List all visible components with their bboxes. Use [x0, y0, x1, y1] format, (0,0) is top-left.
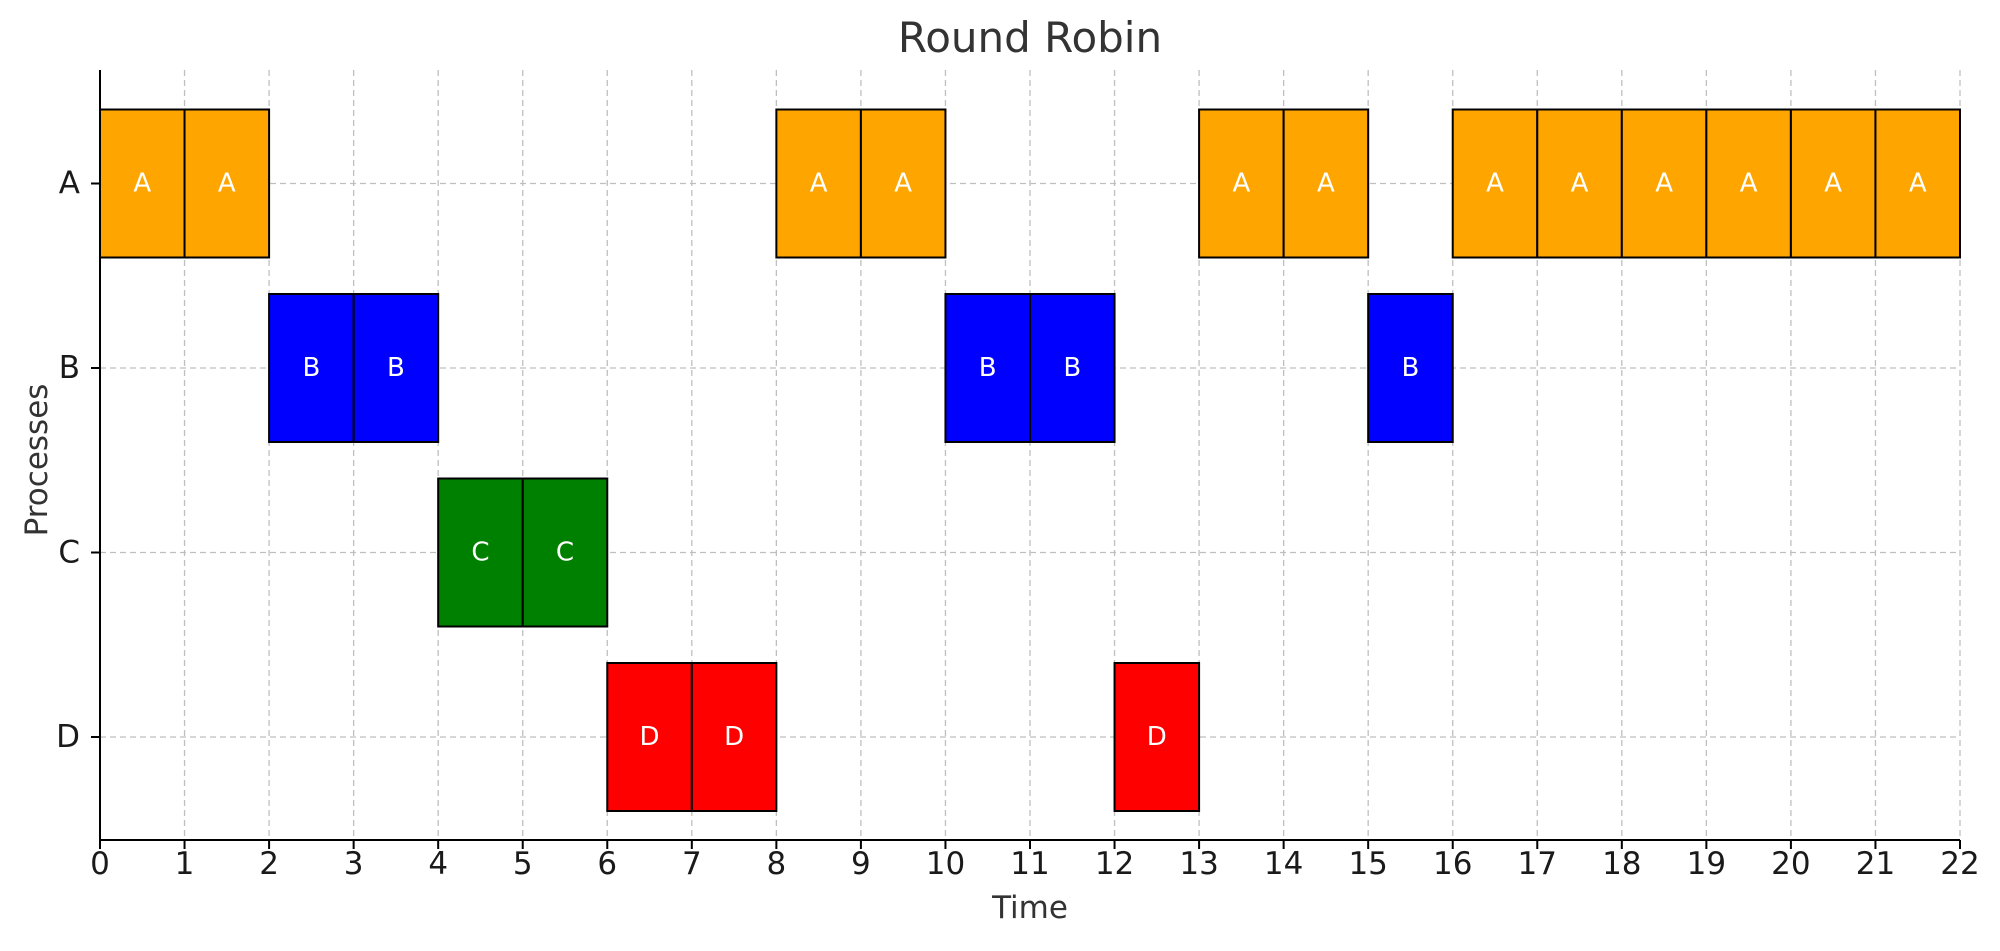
bar-label: A	[1655, 169, 1673, 199]
bar-b	[944, 293, 1031, 443]
bar-label: D	[1147, 722, 1167, 752]
bar-d	[690, 662, 778, 812]
bar-layer: A A B B C C D D A A B B D A A B A A A A A A	[99, 108, 1962, 812]
bar-a	[775, 108, 862, 259]
x-tick-label: 19	[1687, 846, 1726, 882]
bar-label: B	[979, 353, 997, 383]
x-tick-label: 13	[1179, 846, 1218, 882]
bar-label: D	[640, 722, 660, 752]
bar-label: D	[724, 722, 744, 752]
bar-a	[1282, 108, 1370, 259]
x-tick-label: 8	[766, 846, 786, 882]
bar-a	[183, 108, 271, 259]
x-tick-label: 12	[1095, 846, 1134, 882]
x-tick-label: 18	[1602, 846, 1641, 882]
bar-a	[1789, 108, 1877, 259]
x-tick-label: 15	[1348, 846, 1387, 882]
bar-a	[1451, 108, 1539, 259]
bar-b	[1367, 293, 1454, 443]
y-axis-label: Processes	[19, 384, 55, 537]
x-tick-label: 21	[1856, 846, 1895, 882]
bar-label: A	[1232, 169, 1250, 199]
x-tick-label: 16	[1433, 846, 1472, 882]
bar-label: A	[894, 169, 912, 199]
x-tick-label: 4	[428, 846, 448, 882]
bar-b	[1029, 293, 1116, 443]
y-tick-label: D	[56, 719, 80, 755]
x-tick-label: 17	[1518, 846, 1557, 882]
x-tick-label: 11	[1010, 846, 1049, 882]
bar-a	[1620, 108, 1708, 259]
x-tick-label: 7	[682, 846, 702, 882]
bar-d	[606, 662, 693, 812]
y-tick-label: A	[59, 166, 80, 202]
bar-a	[1198, 108, 1285, 259]
x-tick-label: 10	[926, 846, 965, 882]
bar-label: A	[1486, 169, 1504, 199]
chart-title: Round Robin	[898, 13, 1162, 62]
x-tick-label: 1	[175, 846, 195, 882]
bar-a	[1705, 108, 1792, 259]
bar-a	[1874, 108, 1962, 259]
bar-d	[1113, 662, 1201, 812]
bar-label: B	[1402, 353, 1420, 383]
x-tick-label: 14	[1264, 846, 1303, 882]
bar-label: C	[471, 538, 489, 568]
x-tick-label: 6	[597, 846, 617, 882]
bar-label: C	[556, 538, 574, 568]
bar-label: A	[1909, 169, 1927, 199]
y-tick-label: B	[59, 350, 80, 386]
bar-b	[352, 293, 440, 443]
bar-label: A	[1317, 169, 1335, 199]
bar-label: A	[1571, 169, 1589, 199]
bar-a	[1536, 108, 1623, 259]
bar-label: A	[218, 169, 236, 199]
x-tick-label: 20	[1771, 846, 1810, 882]
x-tick-label: 3	[344, 846, 364, 882]
x-tick-label: 9	[851, 846, 871, 882]
y-tick-label: C	[58, 535, 80, 571]
bar-label: A	[1824, 169, 1842, 199]
bar-label: A	[1740, 169, 1758, 199]
x-tick-label: 22	[1940, 846, 1979, 882]
bar-label: A	[133, 169, 151, 199]
bar-label: B	[1063, 353, 1081, 383]
bar-label: B	[302, 353, 320, 383]
bar-label: A	[810, 169, 828, 199]
x-axis-label: Time	[991, 890, 1068, 926]
x-tick-label: 0	[90, 846, 110, 882]
bar-c	[521, 477, 609, 628]
x-tick-label: 2	[259, 846, 279, 882]
bar-label: B	[387, 353, 405, 383]
x-tick-label: 5	[513, 846, 533, 882]
bar-a	[859, 108, 947, 259]
